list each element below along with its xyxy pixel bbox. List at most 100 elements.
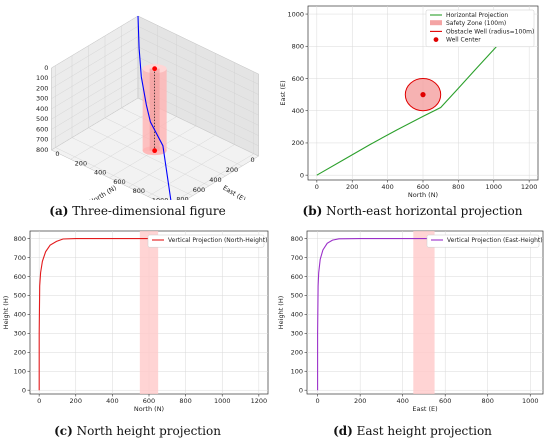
y-tick-label: 1000 — [287, 10, 304, 18]
east-tick-label: 600 — [193, 186, 205, 194]
north-tick-label: 600 — [113, 178, 125, 186]
y-axis-label: East (E) — [279, 80, 287, 105]
x-tick-label: 1000 — [522, 397, 539, 405]
z-gridline — [51, 87, 139, 140]
east-tick-label: 0 — [250, 156, 254, 164]
legend-swatch-patch — [430, 20, 442, 26]
north-tick-label: 400 — [94, 169, 106, 177]
east-tick-label: 400 — [209, 176, 221, 184]
well-center-top — [152, 66, 158, 72]
east-tick-label: 200 — [226, 166, 238, 174]
north-tick-label: 800 — [133, 187, 145, 195]
x-tick-label: 800 — [452, 183, 464, 191]
well-center — [420, 92, 426, 98]
caption-a: (a) Three-dimensional figure — [0, 204, 275, 218]
safety-band — [139, 231, 159, 394]
y-tick-label: 800 — [291, 235, 303, 243]
z-gridline — [51, 67, 139, 120]
caption-a-tag: (a) — [49, 204, 69, 218]
x-tick-label: 400 — [396, 397, 408, 405]
x-tick-label: 0 — [37, 397, 41, 405]
y-tick-label: 0 — [300, 171, 304, 179]
series-line — [38, 238, 259, 391]
x-tick-label: 1200 — [251, 397, 268, 405]
z-gridline — [51, 56, 139, 110]
y-tick-label: 700 — [291, 254, 303, 262]
y-tick-label: 100 — [14, 368, 26, 376]
north-tick-label: 1000 — [152, 196, 169, 200]
y-tick-label: 400 — [14, 311, 26, 319]
caption-b-text: North-east horizontal projection — [326, 204, 523, 218]
x-tick-label: 600 — [439, 397, 451, 405]
caption-a-text: Three-dimensional figure — [72, 204, 226, 218]
caption-c: (c) North height projection — [0, 424, 275, 438]
z-tick-label: 400 — [36, 105, 48, 113]
panel-east-height: 0 200 400 600 800 1000 0 100 200 300 400 500 600 700 8… — [275, 225, 550, 420]
chart-3d: 0200400600800100012000200400600800100001… — [36, 15, 260, 214]
z-tick-label: 700 — [36, 136, 48, 144]
y-tick-label: 0 — [299, 387, 303, 395]
x-tick-label: 200 — [354, 397, 366, 405]
legend-box — [147, 234, 265, 248]
east-axis-label: East (E) — [221, 184, 247, 200]
chart-east-height: 0 200 400 600 800 1000 0 100 200 300 400 500 600 700 8… — [277, 230, 544, 413]
y-axis-label: Height (H) — [277, 296, 285, 330]
z-gridline — [51, 15, 139, 69]
east-gridline — [71, 137, 193, 196]
caption-b-tag: (b) — [302, 204, 323, 218]
y-tick-label: 100 — [291, 368, 303, 376]
trajectory-line — [137, 15, 172, 204]
series-line — [317, 238, 531, 391]
x-tick-label: 0 — [316, 397, 320, 405]
north-gridline — [147, 144, 235, 197]
x-tick-label: 200 — [70, 397, 82, 405]
panel-north-height: 0 200 400 600 800 1000 1200 0 100 200 300 400 500 600… — [0, 225, 275, 420]
y-tick-label: 200 — [291, 349, 303, 357]
legend-label: Safety Zone (100m) — [446, 20, 506, 27]
panel-3d: 0200400600800100012000200400600800100001… — [0, 0, 275, 214]
z-tick-label: 100 — [36, 74, 48, 82]
y-tick-label: 800 — [292, 43, 304, 51]
y-tick-label: 200 — [14, 349, 26, 357]
well-center-bottom — [152, 148, 158, 154]
z-tick-label: 800 — [36, 146, 48, 154]
obstacle-well — [404, 78, 442, 112]
legend-label: Obstacle Well (radius=100m) — [446, 28, 534, 35]
x-tick-label: 200 — [346, 183, 358, 191]
z-gridline — [51, 26, 139, 79]
east-tick-label: 800 — [176, 196, 188, 200]
z-gridline — [137, 26, 259, 85]
x-axis-label: North (N) — [408, 191, 438, 199]
y-tick-label: 600 — [291, 273, 303, 281]
x-tick-label: 800 — [482, 397, 494, 405]
x-tick-label: 1200 — [521, 183, 538, 191]
z-tick-label: 600 — [36, 125, 48, 133]
z-gridline — [137, 46, 259, 106]
x-axis-label: North (N) — [134, 405, 164, 413]
north-gridline — [51, 97, 139, 151]
y-axis-label: Height (H) — [2, 296, 10, 330]
z-gridline — [51, 36, 139, 89]
legend-label: Horizontal Projection — [446, 12, 508, 19]
y-tick-label: 300 — [14, 330, 26, 338]
legend-box — [425, 9, 535, 48]
north-tick-label: 200 — [75, 159, 87, 167]
x-tick-label: 400 — [106, 397, 118, 405]
z-tick-label: 200 — [36, 84, 48, 92]
east-gridline — [121, 107, 243, 167]
y-tick-label: 600 — [292, 75, 304, 83]
x-tick-label: 400 — [381, 183, 393, 191]
x-tick-label: 1000 — [485, 183, 502, 191]
x-tick-label: 0 — [315, 183, 319, 191]
y-tick-label: 300 — [291, 330, 303, 338]
north-gridline — [167, 153, 254, 206]
legend-label: Vertical Projection (East-Height) — [447, 237, 543, 244]
caption-d: (d) East height projection — [275, 424, 550, 438]
legend-box — [426, 234, 540, 248]
caption-b: (b) North-east horizontal projection — [275, 204, 550, 218]
caption-d-text: East height projection — [356, 424, 492, 438]
legend-label: Vertical Projection (North-Height) — [168, 237, 267, 244]
caption-d-tag: (d) — [333, 424, 353, 438]
north-tick-label: 0 — [55, 150, 59, 158]
obstacle-core — [149, 68, 160, 151]
